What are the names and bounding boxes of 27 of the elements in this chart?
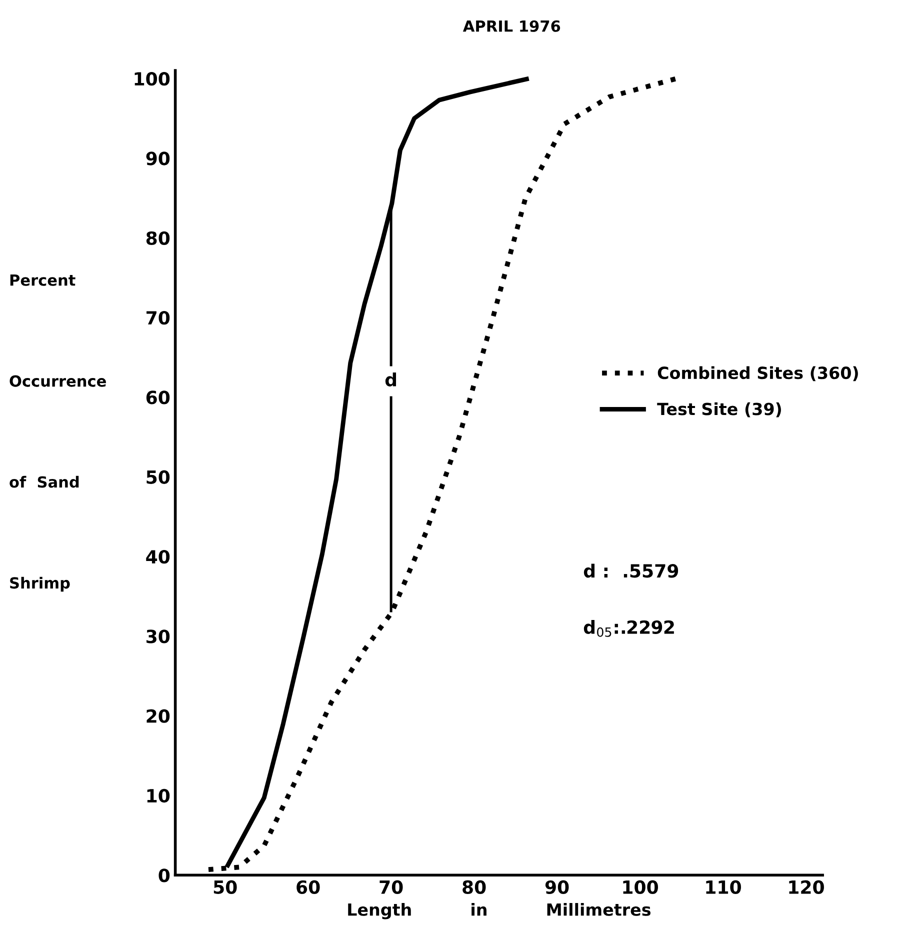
x-tick-label: 80 [462, 880, 486, 894]
y-tick-label: 80 [146, 231, 170, 245]
x-tick-label: 110 [706, 880, 741, 894]
x-tick-label: 70 [380, 880, 403, 894]
annotation: d$_{05}$:.2292 [584, 620, 674, 637]
y-tick-label: 60 [146, 390, 170, 404]
x-axis-title: Length in Millimetres [348, 903, 651, 920]
y-tick-label: 40 [146, 550, 170, 564]
y-tick-label: 10 [147, 788, 170, 803]
y-tick-label: 0 [158, 868, 170, 882]
x-tick-label: 60 [296, 880, 320, 894]
y-tick-label: 90 [146, 152, 170, 166]
x-tick-label: 120 [789, 880, 824, 894]
x-tick-label: 50 [214, 880, 237, 894]
x-tick-label: 100 [623, 880, 658, 894]
y-tick-label: 20 [146, 709, 170, 723]
annotation: d : .5579 [584, 564, 678, 578]
chart-title: APRIL 1976 [462, 20, 560, 32]
y-tick-label: 100 [134, 72, 170, 86]
legend-label: Combined Sites (360) [658, 366, 858, 382]
legend-label: Test Site (39) [657, 402, 781, 418]
y-tick-label: 50 [146, 470, 170, 484]
y-tick-label: 30 [146, 630, 170, 644]
text: Percent Occurrence of Sand Shrimp [10, 274, 106, 592]
annotation: d [385, 372, 396, 386]
y-tick-label: 70 [146, 310, 170, 325]
x-tick-label: 90 [545, 880, 569, 894]
